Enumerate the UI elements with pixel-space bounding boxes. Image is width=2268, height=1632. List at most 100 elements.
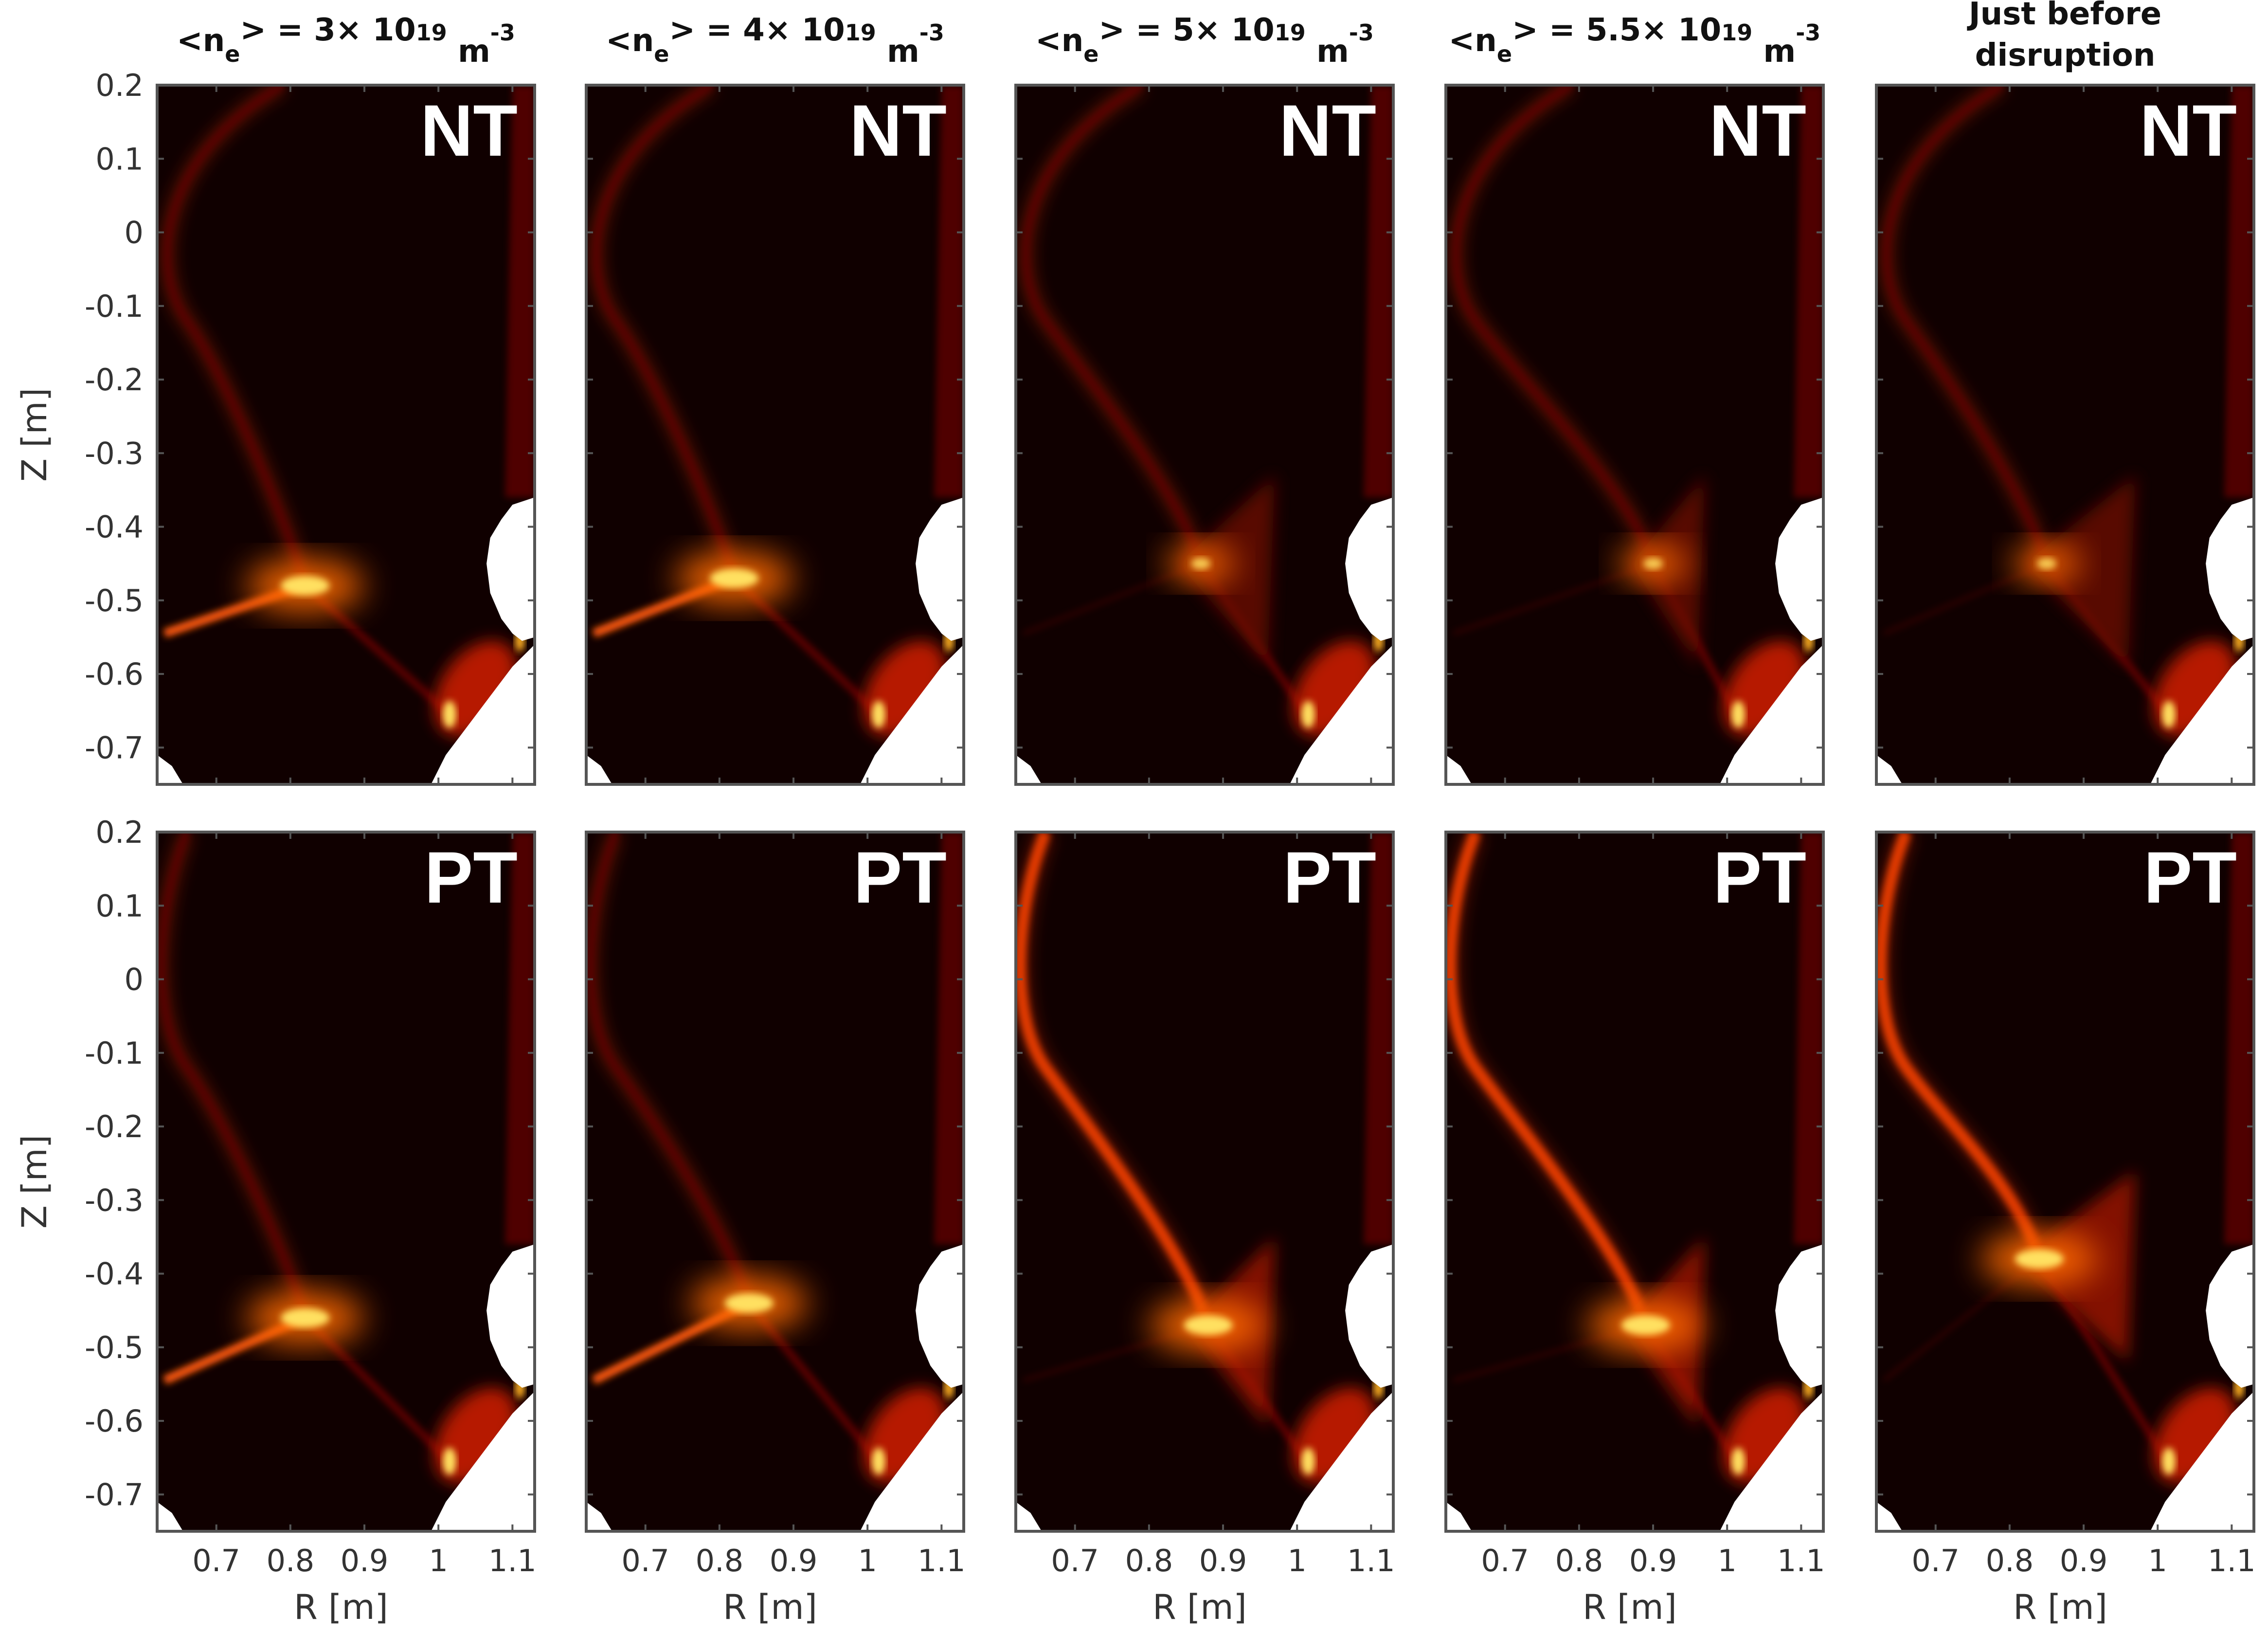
panel-NT-2: NT	[585, 84, 965, 786]
x-tick-label: 0.7	[192, 1543, 240, 1578]
outer-divertor-leg	[746, 1301, 878, 1460]
column-title-4: <ne> = 5.5× 1019 m-3	[1449, 12, 1821, 70]
y-tick-label: 0.2	[95, 815, 144, 850]
separatrix-leg	[1876, 832, 2045, 1261]
column-title-1: <ne> = 3× 1019 m-3	[177, 12, 515, 70]
separatrix-leg	[587, 832, 753, 1305]
x-tick-label: 0.8	[267, 1543, 315, 1578]
emission-features	[1446, 832, 1823, 1531]
panel-tag-NT: NT	[849, 90, 947, 171]
x-axis-label: R [m]	[1583, 1587, 1677, 1627]
panel-PT-2: 0.7 0.8 0.9 1 1.1 R [m] PT	[585, 831, 966, 1627]
x-tick-label: 0.7	[1911, 1543, 1960, 1578]
strike-point-hotspot	[1731, 701, 1746, 728]
panel-PT-1: 0.2 0.1 0 -0.1 -0.2 -0.3 -0.4 -0.5 -0.6 -0.7 0.7 0.…	[15, 815, 537, 1627]
axes-frame	[156, 831, 536, 1533]
separatrix-leg	[1883, 85, 2050, 565]
vessel-wall-corner	[1016, 1502, 1042, 1531]
outer-wall-glow	[505, 85, 535, 498]
x-tick-label: 0.7	[1051, 1543, 1099, 1578]
y-tick-label: -0.1	[85, 1035, 144, 1071]
vessel-wall-corner	[1446, 755, 1472, 784]
emission-features	[157, 832, 535, 1531]
vessel-wall	[431, 497, 535, 784]
strike-point-hotspot	[872, 701, 886, 728]
y-tick-label: -0.2	[85, 1109, 144, 1144]
x-point-hotspot	[1621, 1315, 1670, 1335]
emission-features	[157, 85, 535, 784]
y-tick-label: -0.7	[85, 1477, 144, 1512]
axes-frame	[1444, 84, 1825, 786]
x-tick-label: 1	[2148, 1543, 2167, 1578]
column-title-3: <ne> = 5× 1019 m-3	[1035, 12, 1374, 70]
x-point-hotspot	[2036, 558, 2056, 570]
vessel-wall	[1290, 497, 1393, 784]
vessel-wall-corner	[157, 755, 183, 784]
x-point-hotspot	[1643, 558, 1663, 570]
separatrix-leg	[158, 832, 309, 1319]
vessel-wall	[1290, 1244, 1393, 1531]
inner-divertor-leg	[1022, 562, 1202, 635]
y-tick-label: 0.2	[95, 68, 144, 103]
inner-divertor-leg	[1452, 562, 1654, 635]
x-tick-label: 0.9	[770, 1543, 818, 1578]
y-axis-label: Z [m]	[15, 1135, 54, 1229]
axes-frame	[156, 84, 536, 786]
panel-NT-3: NT	[1014, 84, 1395, 786]
outer-wall-glow	[2224, 85, 2254, 498]
separatrix-leg	[1453, 85, 1656, 565]
column-title-5-line-2: disruption	[1975, 37, 2156, 73]
emission-features	[1446, 85, 1823, 784]
x-axis-label: R [m]	[294, 1587, 388, 1627]
x-point-hotspot	[281, 576, 330, 596]
outer-wall-glow	[1794, 85, 1823, 498]
x-tick-label: 1.1	[1777, 1543, 1825, 1578]
outer-wall-glow	[2224, 832, 2254, 1245]
x-tick-label: 1	[429, 1543, 448, 1578]
y-tick-label: 0.1	[95, 141, 144, 177]
column-titles: <ne> = 3× 1019 m-3 <ne> = 4× 1019 m-3 <ne>…	[177, 0, 2161, 73]
x-tick-label: 0.9	[1629, 1543, 1677, 1578]
emission-features	[1016, 832, 1393, 1531]
panel-tag-PT: PT	[1283, 836, 1376, 918]
panel-PT-3: 0.7 0.8 0.9 1 1.1 R [m] PT	[1014, 831, 1395, 1627]
x-tick-label: 0.8	[696, 1543, 744, 1578]
x-tick-label: 1	[858, 1543, 877, 1578]
y-tick-label: -0.6	[85, 656, 144, 692]
y-tick-label: -0.4	[85, 509, 144, 545]
x-tick-label: 0.9	[2060, 1543, 2108, 1578]
outer-wall-glow	[1794, 832, 1823, 1245]
vessel-wall-corner	[1876, 1502, 1903, 1531]
y-tick-label: -0.7	[85, 730, 144, 765]
panel-tag-PT: PT	[1713, 836, 1806, 918]
panel-NT-5: NT	[1875, 84, 2255, 786]
vessel-wall-corner	[586, 1502, 612, 1531]
x-tick-label: 0.8	[1986, 1543, 2034, 1578]
x-tick-label: 0.7	[621, 1543, 669, 1578]
x-point-hotspot	[724, 1293, 774, 1313]
x-point-hotspot	[1184, 1315, 1233, 1335]
y-tick-label: -0.2	[85, 362, 144, 398]
panel-tag-NT: NT	[420, 90, 518, 171]
vessel-wall	[431, 1244, 535, 1531]
x-tick-label: 1.1	[918, 1543, 966, 1578]
separatrix-leg	[164, 85, 309, 587]
y-tick-label: -0.3	[85, 435, 144, 471]
panel-tag-NT: NT	[1279, 90, 1376, 171]
outer-wall-glow	[934, 85, 964, 498]
outer-wall-glow	[934, 832, 964, 1245]
vessel-wall-corner	[1016, 755, 1042, 784]
x-tick-label: 0.7	[1481, 1543, 1529, 1578]
y-tick-label: 0.1	[95, 888, 144, 924]
emission-features	[586, 85, 964, 784]
separatrix-leg	[1446, 832, 1652, 1327]
axes-frame	[585, 831, 965, 1533]
panel-tag-PT: PT	[424, 836, 518, 918]
strike-point-hotspot	[872, 1448, 886, 1475]
column-title-2: <ne> = 4× 1019 m-3	[606, 12, 944, 70]
y-tick-label: -0.3	[85, 1182, 144, 1218]
emission-features	[1876, 85, 2254, 784]
x-tick-label: 1.1	[2208, 1543, 2256, 1578]
axes-frame	[1875, 84, 2255, 786]
strike-point-hotspot	[1301, 701, 1315, 728]
